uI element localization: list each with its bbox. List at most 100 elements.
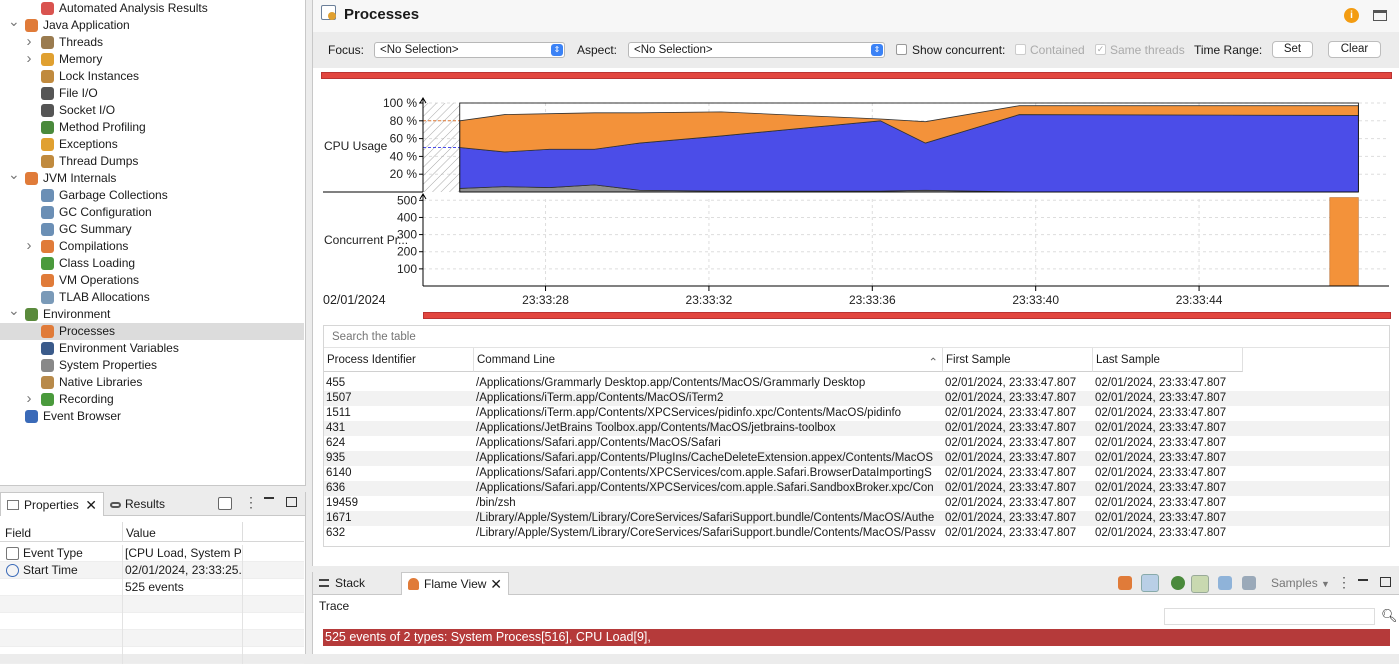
contained-checkbox[interactable] [1015,44,1026,55]
table-row[interactable]: 935/Applications/Safari.app/Contents/Plu… [324,451,1389,466]
property-row[interactable]: 525 events [0,579,304,596]
thread-filter-icon[interactable] [1141,574,1159,592]
table-row[interactable]: 19459/bin/zsh 02/01/2024, 23:33:47.807 02/… [324,496,1389,511]
view-menu-icon[interactable]: ⋮ [1337,574,1351,590]
tree-item-environment[interactable]: ⌄ Environment [0,302,304,323]
clear-button[interactable]: Clear [1328,41,1381,58]
tree-item-garbage-collections[interactable]: Garbage Collections [0,187,304,204]
column-header[interactable]: Last Sample [1093,348,1243,372]
focus-select[interactable]: <No Selection> ⇕ [374,42,565,58]
property-row[interactable]: Event Type [CPU Load, System Pr [0,545,304,562]
concurrent-bar[interactable] [1329,197,1359,287]
close-icon[interactable]: ✕ [490,576,502,592]
view-menu-icon[interactable]: ⋮ [244,494,258,510]
tree-item-environment-variables[interactable]: Environment Variables [0,340,304,357]
package-icon[interactable] [1191,575,1209,593]
column-divider [242,545,243,562]
axis-arrow-icon [419,193,427,200]
minimize-icon[interactable] [264,497,274,499]
set-button[interactable]: Set [1272,41,1313,58]
property-row[interactable] [0,596,304,613]
tree-item-jvm-internals[interactable]: ⌄ JVM Internals [0,166,304,187]
column-header[interactable]: Process Identifier [324,348,474,372]
table-row[interactable]: 632/Library/Apple/System/Library/CoreSer… [324,526,1389,541]
info-icon[interactable]: i [1344,8,1359,23]
table-row[interactable]: 455/Applications/Grammarly Desktop.app/C… [324,376,1389,391]
pin-icon[interactable] [218,497,232,510]
tab-flame-view[interactable]: Flame View ✕ [401,572,509,595]
flame-color-icon[interactable] [1118,576,1132,590]
tree-item-socket-i-o[interactable]: Socket I/O [0,102,304,119]
maximize-icon[interactable] [286,497,297,507]
column-divider [122,545,123,562]
cpu-chart[interactable]: 100 % 80 % 60 % 40 % 20 % [383,96,1389,193]
search-input[interactable] [326,328,1386,345]
tree-item-native-libraries[interactable]: Native Libraries [0,374,304,391]
flame-root-bar[interactable]: 525 events of 2 types: System Process[51… [323,629,1390,646]
samples-dropdown[interactable]: Samples ▼ [1271,576,1330,590]
table-row[interactable]: 624/Applications/Safari.app/Contents/Mac… [324,436,1389,451]
maximize-icon[interactable] [1380,577,1391,587]
tree-item-lock-instances[interactable]: Lock Instances [0,68,304,85]
compilations-icon [41,240,54,253]
property-row[interactable] [0,630,304,647]
table-settings-icon[interactable] [1373,10,1387,21]
chevron-right-icon[interactable]: › [26,237,32,254]
property-row[interactable]: Start Time 02/01/2024, 23:33:25. [0,562,304,579]
tree-item-recording[interactable]: › Recording [0,390,304,408]
time-selection-bar[interactable] [423,312,1391,319]
tree-item-threads[interactable]: › Threads [0,33,304,51]
tab-properties[interactable]: Properties ✕ [0,492,104,516]
tree-item-gc-configuration[interactable]: GC Configuration [0,204,304,221]
table-row[interactable]: 1671/Library/Apple/System/Library/CoreSe… [324,511,1389,526]
tree-item-java-application[interactable]: ⌄ Java Application [0,13,304,34]
method-icon[interactable] [1171,576,1185,590]
table-row[interactable]: 636/Applications/Safari.app/Contents/XPC… [324,481,1389,496]
tree-item-vm-operations[interactable]: VM Operations [0,272,304,289]
close-icon[interactable]: ✕ [85,497,97,513]
value-header[interactable]: Value [126,526,156,540]
table-row[interactable]: 1511/Applications/iTerm.app/Contents/XPC… [324,406,1389,421]
minimize-icon[interactable] [1358,579,1368,581]
chevron-right-icon[interactable]: › [26,33,32,50]
tree-item-event-browser[interactable]: Event Browser [0,408,304,425]
print-icon[interactable] [1242,576,1256,590]
property-row[interactable] [0,647,304,664]
tree-item-gc-summary[interactable]: GC Summary [0,221,304,238]
table-row[interactable]: 1507/Applications/iTerm.app/Contents/Mac… [324,391,1389,406]
tree-item-memory[interactable]: › Memory [0,50,304,68]
tree-item-exceptions[interactable]: Exceptions [0,136,304,153]
tree-item-method-profiling[interactable]: Method Profiling [0,119,304,136]
chevron-right-icon[interactable]: › [26,390,32,407]
column-header[interactable]: First Sample [943,348,1093,372]
table-body[interactable]: 455/Applications/Grammarly Desktop.app/C… [324,373,1389,546]
field-header[interactable]: Field [5,526,32,540]
tree-item-automated-analysis-results[interactable]: Automated Analysis Results [0,0,304,17]
property-row[interactable] [0,613,304,630]
tab-results[interactable]: Results [104,492,176,516]
tree-item-tlab-allocations[interactable]: TLAB Allocations [0,289,304,306]
tree-item-file-i-o[interactable]: File I/O [0,85,304,102]
chevron-down-icon[interactable]: ⌄ [8,13,20,29]
tree-item-compilations[interactable]: › Compilations [0,237,304,255]
tree-item-system-properties[interactable]: System Properties [0,357,304,374]
flame-search-input[interactable] [1164,608,1375,625]
save-icon[interactable] [1218,576,1232,590]
time-range-bar[interactable] [321,72,1392,79]
aspect-select[interactable]: <No Selection> ⇕ [628,42,885,58]
column-header[interactable]: Command Line ⌃ [474,348,943,372]
tab-stack-trace[interactable]: Stack Trace [313,572,401,613]
show-concurrent-checkbox[interactable] [896,44,907,55]
concurrent-chart[interactable]: 500 400 300 200 100 [397,193,1389,287]
table-cell: 935 [326,452,346,464]
chevron-right-icon[interactable]: › [26,50,32,67]
table-row[interactable]: 6140/Applications/Safari.app/Contents/XP… [324,466,1389,481]
chevron-down-icon[interactable]: ⌄ [8,166,20,182]
chevron-down-icon[interactable]: ⌄ [8,302,20,318]
tree-item-processes[interactable]: Processes [0,323,304,340]
search-icon[interactable]: 🔍︎ [1381,608,1398,623]
table-row[interactable]: 431/Applications/JetBrains Toolbox.app/C… [324,421,1389,436]
tree-item-thread-dumps[interactable]: Thread Dumps [0,153,304,170]
same-threads-checkbox[interactable]: ✓ [1095,44,1106,55]
tree-item-class-loading[interactable]: Class Loading [0,255,304,272]
